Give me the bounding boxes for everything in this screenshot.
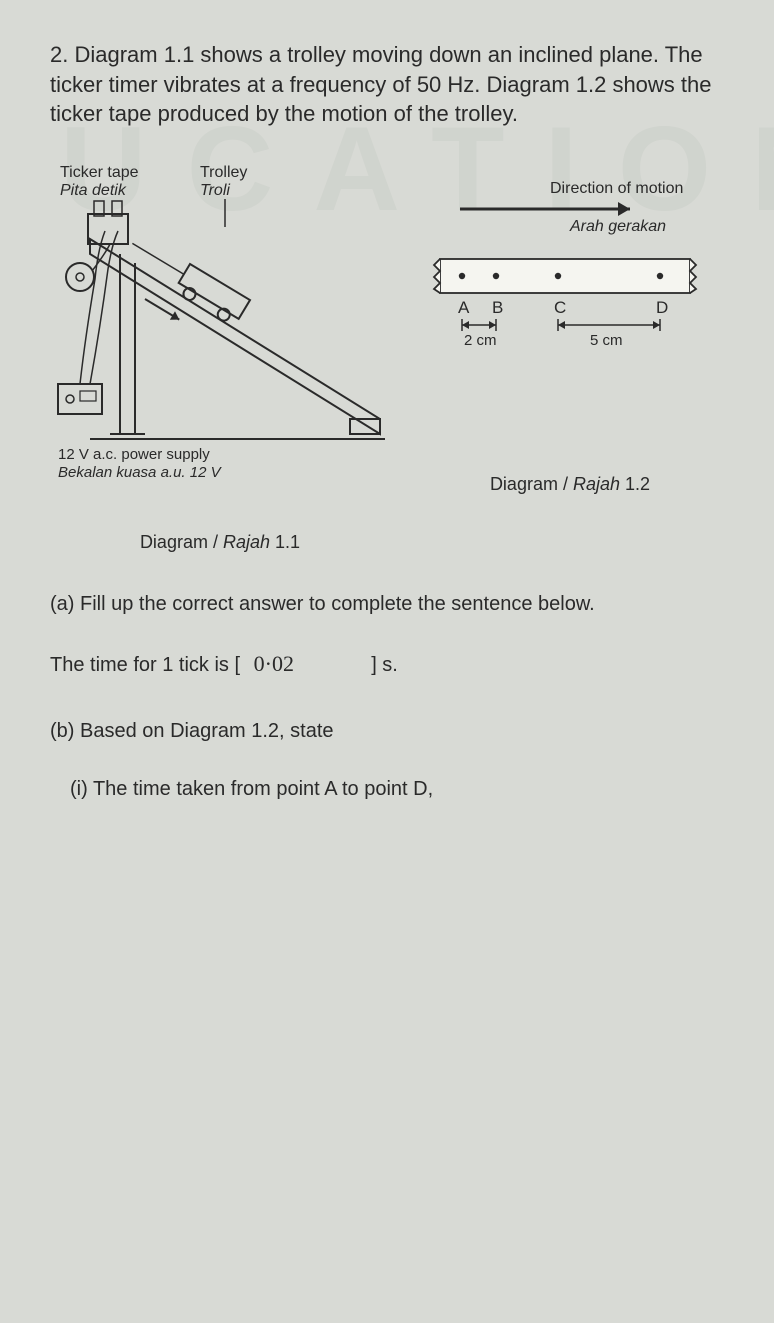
diagram-1-1-caption: Diagram / Rajah 1.1 [50, 532, 390, 553]
power-label-en: 12 V a.c. power supply [58, 446, 210, 463]
svg-text:C: C [554, 298, 566, 317]
ticker-tape-strip: A B C D 2 cm [434, 259, 696, 349]
svg-text:2 cm: 2 cm [464, 332, 497, 349]
direction-label-en: Direction of motion [550, 180, 683, 197]
diagram-1-1-svg: Ticker tape Pita detik Trolley Troli [50, 159, 390, 519]
caption-en: Diagram [140, 532, 208, 552]
trolley-label-ms: Troli [200, 182, 230, 199]
part-b-i-label: (i) [70, 778, 88, 800]
caption12-en: Diagram [490, 474, 558, 494]
question-number: 2. [50, 42, 68, 67]
power-label-ms: Bekalan kuasa a.u. 12 V [58, 464, 223, 481]
trolley-label-en: Trolley [200, 164, 247, 181]
caption-num: 1.1 [275, 532, 300, 552]
page-content: 2. Diagram 1.1 shows a trolley moving do… [50, 40, 724, 804]
direction-label-ms: Arah gerakan [569, 218, 666, 235]
part-b-text: Based on Diagram 1.2, state [80, 720, 333, 742]
a-blank-value[interactable]: 0·02 [246, 647, 366, 680]
part-a-label: (a) [50, 593, 74, 615]
ticker-tape-label-ms: Pita detik [60, 182, 127, 199]
diagram-1-2-svg: Direction of motion Arah gerakan A [420, 179, 720, 439]
a-sentence-pre: The time for 1 tick is [ [50, 654, 240, 676]
caption-ms: Rajah [223, 532, 270, 552]
part-a-text: Fill up the correct answer to complete t… [80, 593, 595, 615]
power-supply-icon [58, 231, 118, 414]
part-a: (a) Fill up the correct answer to comple… [50, 589, 724, 619]
part-a-sentence: The time for 1 tick is [ 0·02 ] s. [50, 647, 724, 680]
part-b-label: (b) [50, 720, 74, 742]
svg-text:B: B [492, 298, 503, 317]
a-sentence-post: ] s. [371, 654, 398, 676]
inclined-plane [66, 201, 385, 439]
caption12-ms: Rajah [573, 474, 620, 494]
part-b-i-text: The time taken from point A to point D, [93, 778, 433, 800]
diagram-1-1: Ticker tape Pita detik Trolley Troli [50, 159, 390, 553]
question-body: Diagram 1.1 shows a trolley moving down … [50, 42, 712, 126]
diagrams-row: Ticker tape Pita detik Trolley Troli [50, 159, 724, 553]
diagram-1-2-caption: Diagram / Rajah 1.2 [420, 474, 720, 495]
svg-text:A: A [458, 298, 470, 317]
question-text: 2. Diagram 1.1 shows a trolley moving do… [50, 40, 724, 129]
part-b: (b) Based on Diagram 1.2, state [50, 716, 724, 746]
svg-text:D: D [656, 298, 668, 317]
part-b-i: (i) The time taken from point A to point… [50, 774, 724, 804]
svg-text:5 cm: 5 cm [590, 332, 623, 349]
ticker-tape-label-en: Ticker tape [60, 164, 139, 181]
caption12-num: 1.2 [625, 474, 650, 494]
diagram-1-2: Direction of motion Arah gerakan A [420, 179, 720, 495]
